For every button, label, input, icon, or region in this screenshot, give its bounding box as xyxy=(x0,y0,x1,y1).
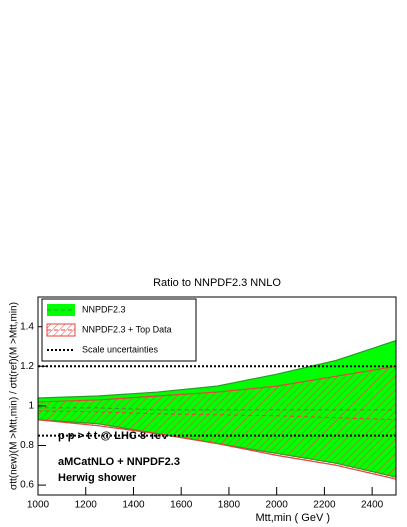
y-tick-label: 0.6 xyxy=(20,480,34,491)
central-line xyxy=(37,410,397,421)
annotation: p p > t t @ LHC 8 TeV xyxy=(58,430,169,442)
legend-label: NNPDF2.3 + Top Data xyxy=(82,324,172,334)
annotation: aMCatNLO + NNPDF2.3 xyxy=(58,456,180,468)
y-axis-label: σtt(new)(M >Mtt,min) / σtt(ref)(M >Mtt,m… xyxy=(9,302,20,490)
legend: NNPDF2.3 NNPDF2.3 + Top Data Scale uncerta… xyxy=(41,298,197,362)
plot-frame xyxy=(37,296,397,496)
x-tick-label: 1400 xyxy=(122,500,145,511)
plot-area: 1000 1200 1400 1600 1800 2000 2200 2400 0.6 0.8 1 1… xyxy=(20,296,397,511)
band-edge xyxy=(37,339,397,399)
band-area xyxy=(38,366,396,480)
x-tick-label: 2000 xyxy=(266,500,289,511)
x-tick-label: 2400 xyxy=(361,500,384,511)
x-tick-label: 1600 xyxy=(170,500,193,511)
chart-title: Ratio to NNPDF2.3 NNLO xyxy=(153,277,281,289)
y-tick-label: 1.4 xyxy=(20,321,34,332)
legend-label: NNPDF2.3 xyxy=(82,304,126,314)
x-tick-label: 1800 xyxy=(218,500,241,511)
legend-label: Scale uncertainties xyxy=(82,344,159,354)
y-tick-label: 1.2 xyxy=(20,361,34,372)
y-tick-label: 1 xyxy=(28,401,34,412)
band-edge xyxy=(37,419,397,480)
band-edge xyxy=(37,365,397,403)
annotation: Herwig shower xyxy=(58,472,137,484)
x-axis-label: Mtt,min ( GeV ) xyxy=(255,512,330,524)
x-tick-label: 1000 xyxy=(27,500,50,511)
y-tick-label: 0.8 xyxy=(20,440,34,451)
x-tick-label: 1200 xyxy=(75,500,98,511)
x-tick-label: 2200 xyxy=(313,500,336,511)
